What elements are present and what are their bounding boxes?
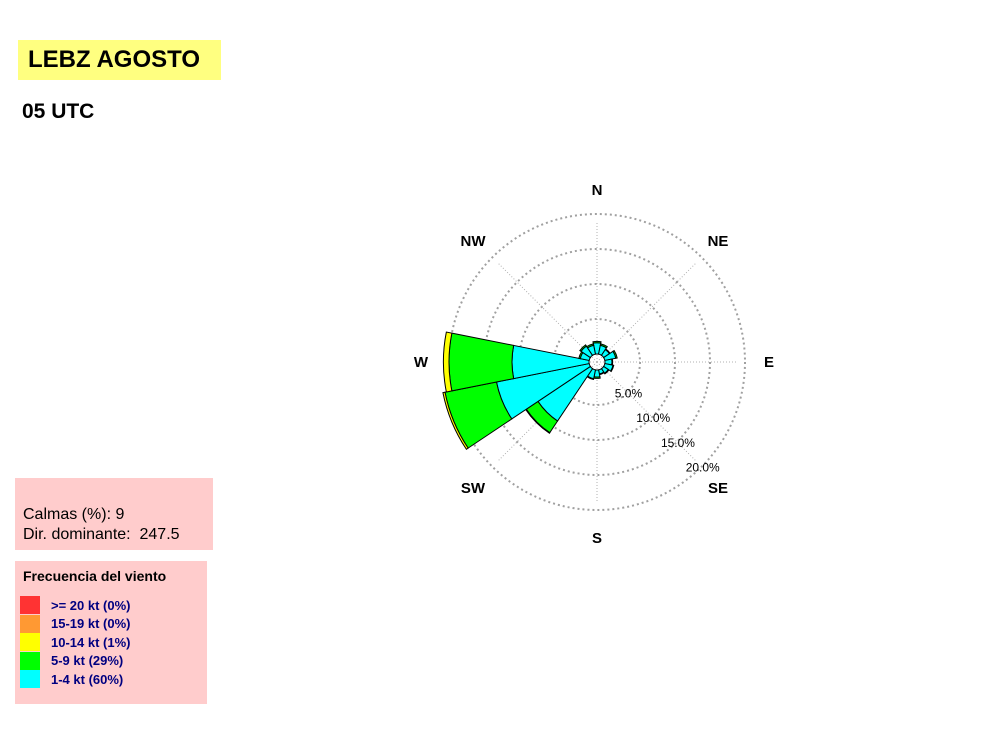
- legend-swatch: [20, 596, 40, 615]
- chart-title: LEBZ AGOSTO: [18, 40, 221, 80]
- legend-item: 1-4 kt (60%): [20, 670, 207, 689]
- legend-label: 10-14 kt (1%): [51, 634, 131, 650]
- ring-label: 10.0%: [636, 411, 670, 425]
- legend-item: 5-9 kt (29%): [20, 651, 207, 671]
- legend-label: >= 20 kt (0%): [51, 597, 131, 613]
- petal-segment: [593, 376, 601, 379]
- legend-swatch: [20, 614, 40, 633]
- direction-label: E: [764, 354, 774, 371]
- dominant-direction-value: 247.5: [139, 526, 180, 543]
- dominant-direction-row: Dir. dominante: 247.5: [23, 525, 213, 545]
- legend-label: 15-19 kt (0%): [51, 616, 131, 632]
- direction-label: SE: [708, 480, 728, 497]
- petal-segment: [611, 358, 614, 366]
- petal-segment: [612, 349, 618, 359]
- calms-row: Calmas (%): 9: [23, 505, 213, 525]
- direction-label: W: [414, 354, 429, 371]
- direction-label: S: [592, 530, 602, 547]
- calms-label: Calmas (%):: [23, 506, 116, 523]
- stats-panel: Calmas (%): 9 Dir. dominante: 247.5: [15, 478, 213, 550]
- petal-segment: [442, 331, 453, 393]
- legend-panel: Frecuencia del viento >= 20 kt (0%) 15-1…: [15, 561, 207, 704]
- legend-item: 10-14 kt (1%): [20, 633, 207, 652]
- legend-item: >= 20 kt (0%): [20, 596, 207, 615]
- grid-ring: [448, 213, 746, 511]
- petal-segment: [603, 368, 610, 375]
- legend-swatch: [20, 670, 40, 689]
- grid-spoke: [596, 262, 697, 363]
- calms-value: 9: [115, 506, 125, 523]
- direction-label: N: [592, 182, 603, 199]
- petal-segment: [599, 343, 608, 349]
- legend-title: Frecuencia del viento: [23, 568, 167, 584]
- ring-label: 20.0%: [686, 461, 720, 475]
- dominant-direction-label: Dir. dominante:: [23, 526, 140, 543]
- petal-segment: [586, 343, 595, 349]
- ring-label: 5.0%: [615, 386, 643, 400]
- legend-swatch: [20, 633, 40, 652]
- legend-list: >= 20 kt (0%) 15-19 kt (0%) 10-14 kt (1%…: [20, 596, 207, 689]
- direction-label: SW: [461, 480, 486, 497]
- legend-item: 15-19 kt (0%): [20, 614, 207, 634]
- direction-label: NW: [461, 233, 487, 250]
- legend-label: 5-9 kt (29%): [51, 653, 124, 669]
- legend-swatch: [20, 651, 40, 670]
- petal-segment: [442, 391, 469, 450]
- grid-spoke: [596, 361, 697, 462]
- wind-rose-labels: N NE E SE S SW W NW 5.0% 10.0% 15.0% 20.0%: [414, 182, 774, 547]
- petal-segment: [592, 340, 602, 344]
- chart-subtitle: 05 UTC: [22, 100, 95, 123]
- petal-segment: [579, 344, 588, 353]
- grid-ring: [483, 248, 711, 476]
- legend-label: 1-4 kt (60%): [51, 671, 124, 687]
- chart-title-text: LEBZ AGOSTO: [28, 46, 201, 73]
- wind-rose-petals: [442, 331, 618, 450]
- ring-label: 15.0%: [661, 436, 695, 450]
- direction-label: NE: [708, 233, 729, 250]
- petal-segment: [609, 364, 615, 373]
